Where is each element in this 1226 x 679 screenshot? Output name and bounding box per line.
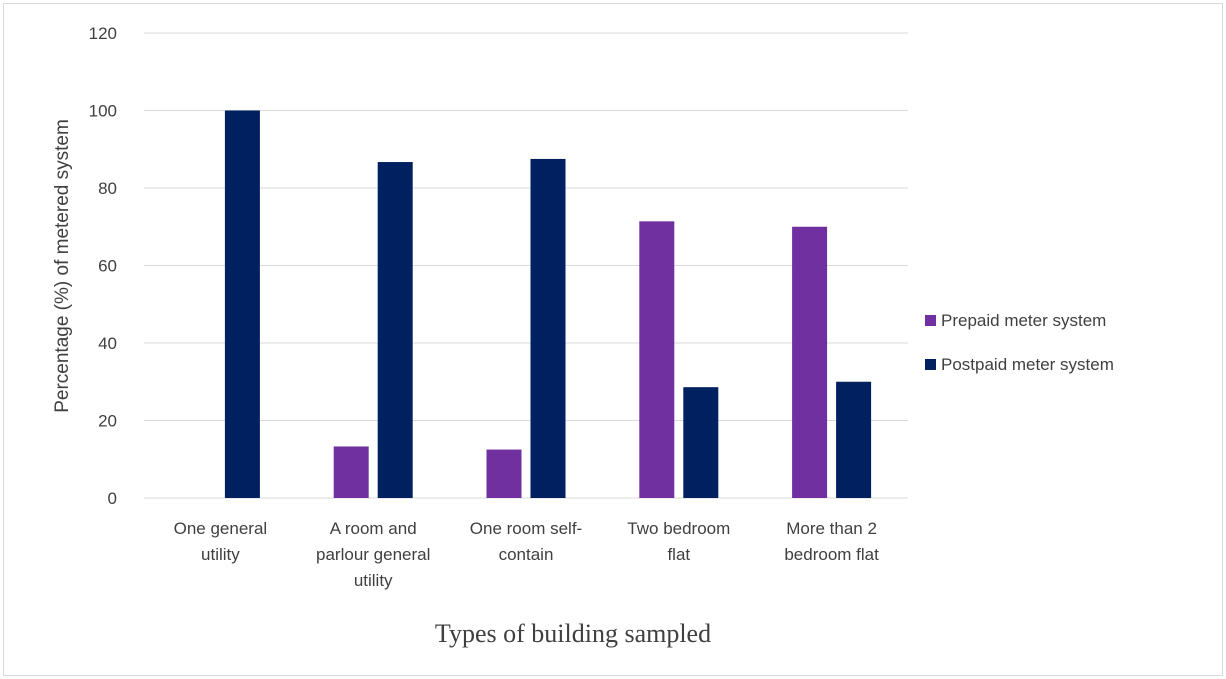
x-category-line: utility bbox=[354, 571, 393, 590]
x-category-label: One general utility bbox=[174, 519, 268, 564]
y-tick-label: 20 bbox=[98, 412, 117, 431]
x-category-line: parlour general bbox=[316, 545, 430, 564]
x-category-line: flat bbox=[667, 545, 690, 564]
legend-label: Postpaid meter system bbox=[941, 355, 1114, 374]
bar-prepaid bbox=[333, 446, 369, 498]
chart-frame bbox=[3, 3, 1223, 676]
bar-postpaid bbox=[377, 162, 413, 498]
x-axis-categories: One general utility A room and parlour gene… bbox=[174, 519, 880, 590]
x-category-label: Two bedroom flat bbox=[627, 519, 730, 564]
y-axis-label: Percentage (%) of metered system bbox=[52, 119, 73, 413]
x-category-line: One room self- bbox=[470, 519, 582, 538]
bar-prepaid bbox=[792, 226, 828, 498]
bar-postpaid bbox=[683, 387, 719, 498]
x-category-line: bedroom flat bbox=[784, 545, 879, 564]
y-tick-label: 40 bbox=[98, 334, 117, 353]
bar-postpaid bbox=[836, 381, 872, 498]
x-category-line: More than 2 bbox=[786, 519, 877, 538]
y-axis-ticks: 0 20 40 60 80 100 120 bbox=[89, 24, 117, 508]
bar-postpaid bbox=[224, 110, 260, 498]
bar-postpaid bbox=[530, 158, 566, 498]
x-category-line: A room and bbox=[330, 519, 417, 538]
x-category-line: One general bbox=[174, 519, 268, 538]
bar-prepaid bbox=[639, 221, 675, 498]
y-tick-label: 120 bbox=[89, 24, 117, 43]
y-tick-label: 60 bbox=[98, 257, 117, 276]
legend-swatch bbox=[925, 315, 936, 326]
x-category-line: Two bedroom bbox=[627, 519, 730, 538]
x-category-line: utility bbox=[201, 545, 240, 564]
bar-prepaid bbox=[486, 449, 522, 498]
gridlines bbox=[144, 32, 908, 499]
x-axis-label: Types of building sampled bbox=[435, 619, 711, 648]
x-category-line: contain bbox=[499, 545, 554, 564]
x-category-label: A room and parlour general utility bbox=[316, 519, 430, 590]
y-tick-label: 100 bbox=[89, 102, 117, 121]
bars bbox=[224, 110, 872, 498]
legend: Prepaid meter system Postpaid meter syste… bbox=[925, 311, 1114, 374]
y-tick-label: 80 bbox=[98, 179, 117, 198]
legend-label: Prepaid meter system bbox=[941, 311, 1106, 330]
legend-swatch bbox=[925, 359, 936, 370]
x-category-label: More than 2 bedroom flat bbox=[784, 519, 879, 564]
y-tick-label: 0 bbox=[108, 489, 117, 508]
x-category-label: One room self-contain bbox=[470, 519, 582, 564]
